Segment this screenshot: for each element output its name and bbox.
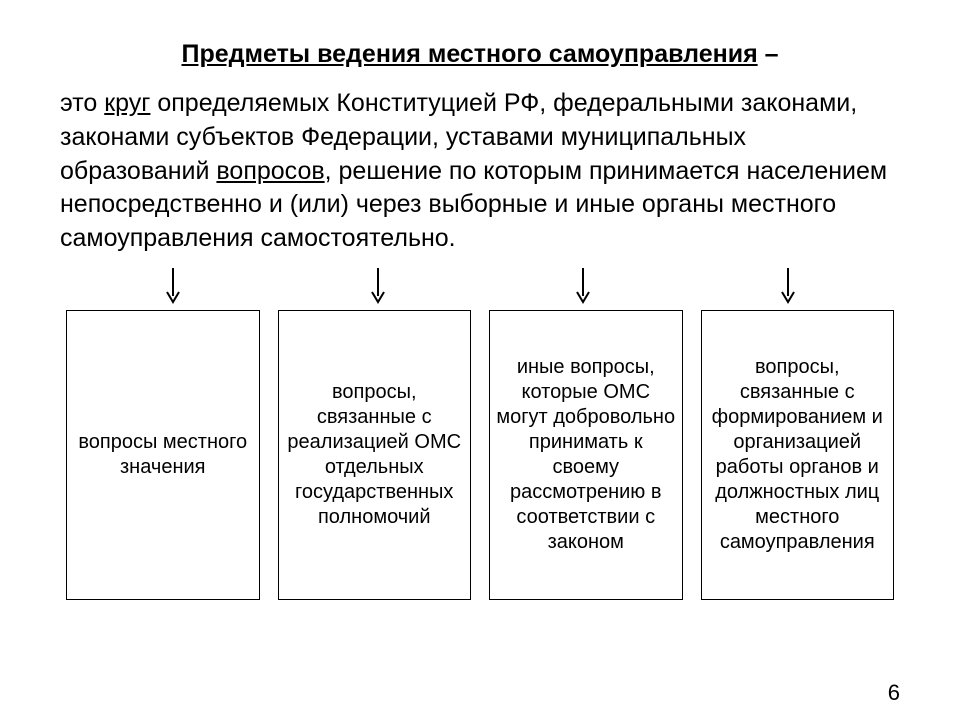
arrow-down-icon [370, 266, 386, 306]
diagram-title: Предметы ведения местного самоуправления… [60, 40, 900, 69]
box-2-text: вопросы, связанные с реализацией ОМС отд… [285, 380, 465, 530]
def-pre: это [60, 89, 104, 117]
box-4: вопросы, связанные с формированием и орг… [701, 310, 895, 600]
def-u2: вопросов [216, 157, 324, 185]
arrow-down-2 [275, 266, 480, 306]
box-2: вопросы, связанные с реализацией ОМС отд… [278, 310, 472, 600]
arrow-down-1 [70, 266, 275, 306]
arrow-down-icon [165, 266, 181, 306]
def-u1: круг [104, 89, 150, 117]
title-underlined: Предметы ведения местного самоуправления [181, 40, 757, 68]
box-4-text: вопросы, связанные с формированием и орг… [708, 355, 888, 555]
page-number: 6 [888, 680, 900, 706]
title-tail: – [758, 40, 779, 68]
box-1: вопросы местного значения [66, 310, 260, 600]
arrows-row [60, 266, 900, 306]
box-1-text: вопросы местного значения [73, 430, 253, 480]
arrow-down-icon [780, 266, 796, 306]
boxes-row: вопросы местного значения вопросы, связа… [60, 310, 900, 600]
arrow-down-3 [480, 266, 685, 306]
box-3-text: иные вопросы, которые ОМС могут добровол… [496, 355, 676, 555]
definition-paragraph: это круг определяемых Конституцией РФ, ф… [60, 87, 900, 256]
arrow-down-4 [685, 266, 890, 306]
box-3: иные вопросы, которые ОМС могут добровол… [489, 310, 683, 600]
arrow-down-icon [575, 266, 591, 306]
